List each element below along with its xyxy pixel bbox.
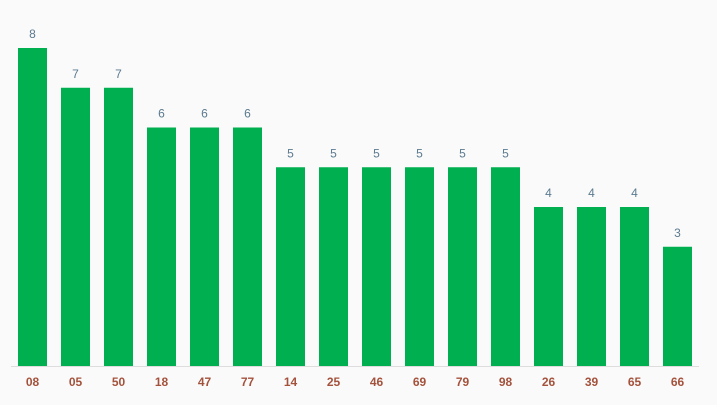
x-tick-label: 66 xyxy=(671,375,685,389)
value-label: 5 xyxy=(373,146,380,160)
value-label: 6 xyxy=(244,107,251,121)
value-label: 6 xyxy=(201,107,208,121)
bar xyxy=(61,87,90,366)
x-tick-label: 14 xyxy=(284,375,298,389)
x-tick-label: 18 xyxy=(155,375,169,389)
bar xyxy=(620,207,649,366)
bar xyxy=(448,167,477,366)
x-tick-label: 50 xyxy=(112,375,126,389)
x-tick-label: 39 xyxy=(585,375,599,389)
value-label: 3 xyxy=(674,226,681,240)
bar xyxy=(491,167,520,366)
bar xyxy=(18,48,47,366)
value-label: 5 xyxy=(502,146,509,160)
value-label: 5 xyxy=(330,146,337,160)
x-tick-label: 98 xyxy=(499,375,513,389)
bar xyxy=(362,167,391,366)
bar xyxy=(405,167,434,366)
x-tick-label: 08 xyxy=(26,375,40,389)
value-label: 7 xyxy=(115,67,122,81)
x-tick-label: 46 xyxy=(370,375,384,389)
value-label: 7 xyxy=(72,67,79,81)
bar xyxy=(319,167,348,366)
x-tick-label: 79 xyxy=(456,375,470,389)
x-tick-label: 05 xyxy=(69,375,83,389)
bar xyxy=(534,207,563,366)
value-label: 5 xyxy=(416,146,423,160)
bar xyxy=(190,127,219,366)
x-tick-label: 65 xyxy=(628,375,642,389)
bar xyxy=(104,87,133,366)
value-label: 5 xyxy=(287,146,294,160)
x-tick-label: 26 xyxy=(542,375,556,389)
x-tick-label: 47 xyxy=(198,375,212,389)
bar xyxy=(577,207,606,366)
bar xyxy=(147,127,176,366)
x-tick-label: 69 xyxy=(413,375,427,389)
value-label: 4 xyxy=(545,186,552,200)
value-label: 8 xyxy=(29,27,36,41)
bar xyxy=(276,167,305,366)
value-label: 4 xyxy=(588,186,595,200)
value-label: 5 xyxy=(459,146,466,160)
value-label: 4 xyxy=(631,186,638,200)
bar xyxy=(663,246,692,366)
x-tick-label: 77 xyxy=(241,375,255,389)
value-label: 6 xyxy=(158,107,165,121)
x-tick-label: 25 xyxy=(327,375,341,389)
bar xyxy=(233,127,262,366)
